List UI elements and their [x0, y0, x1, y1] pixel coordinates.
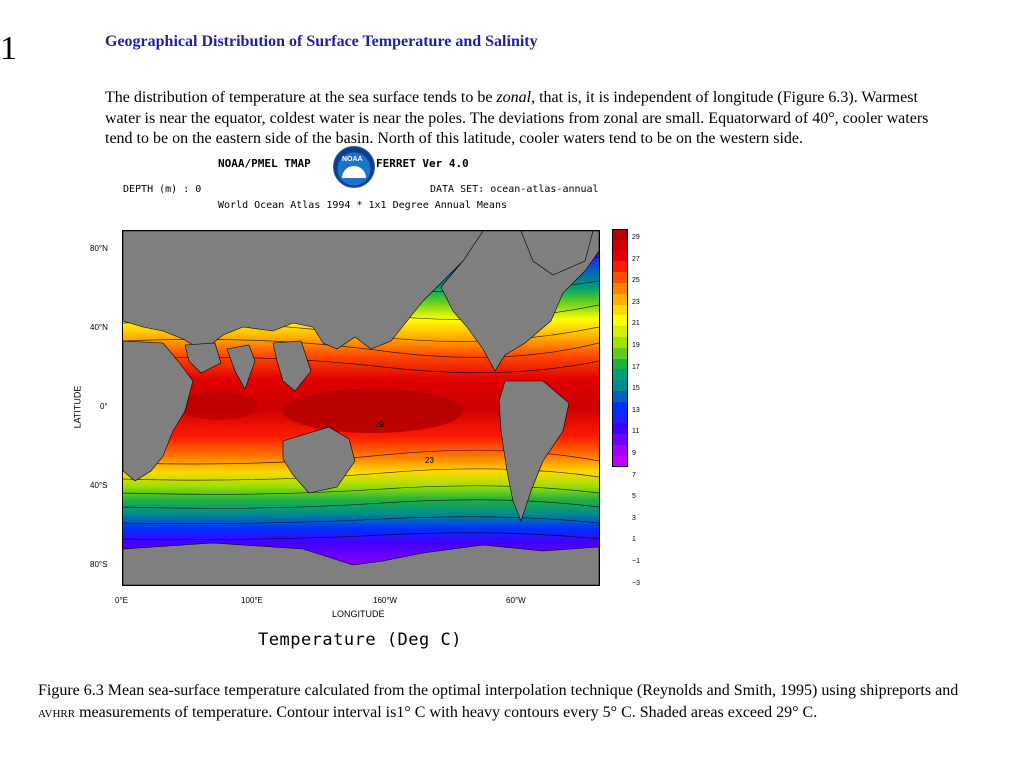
- legend-label: 23: [632, 298, 640, 306]
- legend-label: 5: [632, 493, 636, 501]
- legend-swatch: [612, 250, 628, 262]
- lon-tick-0e: 0°E: [115, 596, 128, 605]
- legend-swatch: [612, 369, 628, 381]
- intro-emphasis: zonal: [496, 89, 532, 106]
- legend-swatch: [612, 272, 628, 283]
- land-australia: [282, 426, 356, 494]
- caption-avhrr: avhrr: [38, 704, 76, 721]
- temperature-map: 29 23: [122, 230, 600, 586]
- intro-text-1: The distribution of temperature at the s…: [105, 89, 497, 106]
- land-arabia: [184, 342, 222, 374]
- color-legend: [612, 229, 628, 467]
- legend-swatch: [612, 423, 628, 435]
- legend-swatch: [612, 293, 628, 305]
- land-africa: [123, 340, 194, 482]
- figure-header-right: FERRET Ver 4.0: [376, 157, 469, 170]
- land-india: [226, 344, 256, 390]
- caption-text-2: measurements of temperature. Contour int…: [75, 704, 818, 721]
- intro-text-2: , that is, it is independent of longitud…: [105, 89, 929, 147]
- legend-label: 27: [632, 255, 640, 263]
- legend-label: −3: [632, 579, 640, 587]
- noaa-logo: NOAA: [333, 146, 375, 188]
- warm-pool: [283, 389, 463, 433]
- caption-text-1: Figure 6.3 Mean sea-surface temperature …: [38, 682, 959, 699]
- figure-caption: Figure 6.3 Mean sea-surface temperature …: [38, 680, 998, 724]
- land-masses: [123, 231, 599, 585]
- contour-label-29: 29: [375, 420, 384, 429]
- legend-label: 7: [632, 471, 636, 479]
- lat-tick-80n: 80°N: [90, 244, 108, 253]
- page-title: Geographical Distribution of Surface Tem…: [105, 33, 538, 50]
- x-axis-title: LONGITUDE: [332, 609, 385, 619]
- noaa-logo-text: NOAA: [342, 156, 363, 163]
- legend-swatch: [612, 380, 628, 391]
- intro-paragraph: The distribution of temperature at the s…: [105, 88, 945, 150]
- figure-depth: DEPTH (m) : 0: [123, 184, 202, 195]
- indian-warm-pool: [178, 392, 258, 420]
- lat-tick-80s: 80°S: [90, 560, 108, 569]
- legend-swatch: [612, 282, 628, 294]
- legend-swatch: [612, 336, 628, 348]
- legend-swatch: [612, 434, 628, 445]
- land-south-america: [498, 380, 570, 522]
- legend-swatch: [612, 401, 628, 413]
- legend-swatch: [612, 229, 628, 240]
- legend-swatch: [612, 304, 628, 316]
- slide-number: 1: [0, 30, 17, 67]
- legend-swatch: [612, 347, 628, 359]
- land-southeast-asia: [272, 340, 312, 392]
- legend-label: 9: [632, 450, 636, 457]
- legend-label: 17: [632, 363, 640, 371]
- legend-label: 1: [632, 536, 636, 544]
- legend-swatch: [612, 261, 628, 273]
- legend-swatch: [612, 444, 628, 456]
- legend-swatch: [612, 455, 628, 467]
- land-greenland: [520, 231, 594, 276]
- legend-label: 29: [632, 234, 640, 241]
- legend-label: −1: [632, 558, 640, 565]
- noaa-bird-icon: [342, 166, 366, 178]
- land-antarctica: [123, 542, 599, 585]
- legend-label: 11: [632, 428, 640, 436]
- legend-swatch: [612, 239, 628, 251]
- lat-tick-40s: 40°S: [90, 481, 108, 490]
- figure-subtitle: World Ocean Atlas 1994 * 1x1 Degree Annu…: [218, 200, 507, 211]
- y-axis-title: LATITUDE: [72, 385, 83, 429]
- figure-header-left: NOAA/PMEL TMAP: [218, 157, 311, 170]
- legend-label: 13: [632, 406, 640, 414]
- contour-label-23: 23: [425, 456, 434, 465]
- lat-tick-0: 0°: [100, 402, 108, 411]
- legend-swatch: [612, 390, 628, 402]
- lon-tick-100e: 100°E: [241, 596, 263, 605]
- legend-swatch: [612, 326, 628, 337]
- figure-dataset: DATA SET: ocean-atlas-annual: [430, 184, 599, 195]
- land-eurasia: [123, 231, 484, 352]
- legend-swatch: [612, 358, 628, 370]
- legend-swatch: [612, 412, 628, 424]
- legend-swatch: [612, 315, 628, 327]
- temperature-title: Temperature (Deg C): [258, 630, 462, 650]
- lon-tick-160w: 160°W: [373, 596, 398, 605]
- legend-label: 21: [632, 320, 640, 328]
- lon-tick-60w: 60°W: [506, 596, 526, 605]
- lat-tick-40n: 40°N: [90, 323, 108, 332]
- legend-label: 15: [632, 385, 640, 393]
- legend-label: 19: [632, 342, 640, 349]
- legend-label: 3: [632, 514, 636, 522]
- temperature-map-svg: 29 23: [123, 231, 599, 585]
- legend-label: 25: [632, 277, 640, 285]
